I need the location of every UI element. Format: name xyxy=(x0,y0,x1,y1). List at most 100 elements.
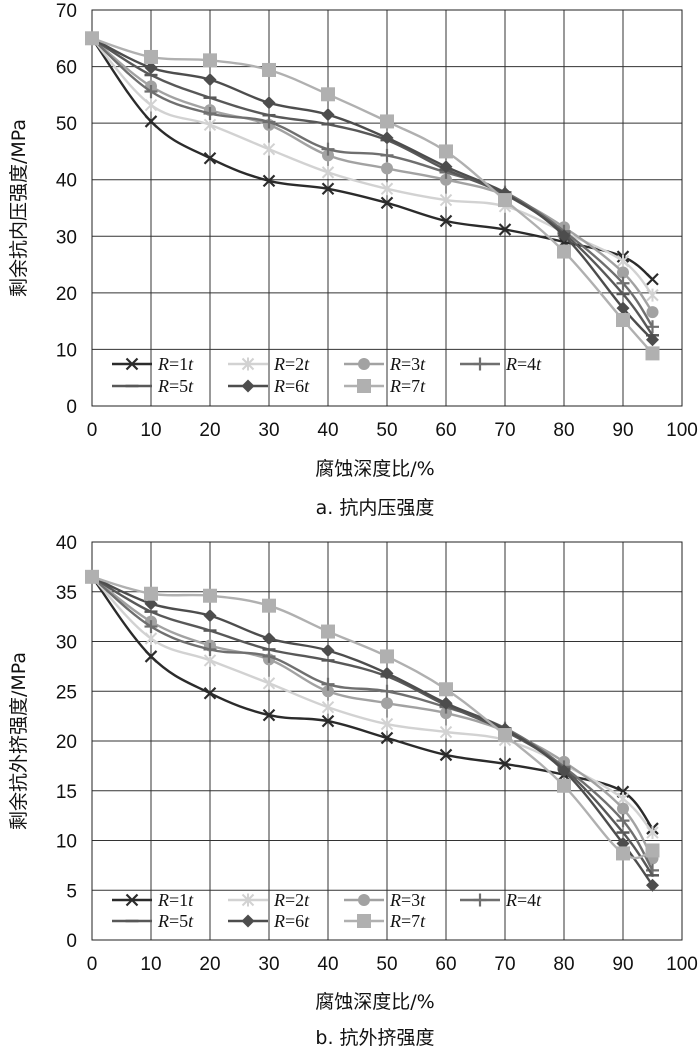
data-point-r1t xyxy=(321,714,335,728)
data-point-r1t xyxy=(321,182,335,196)
data-point-r6t xyxy=(646,333,659,347)
data-point-r1t xyxy=(380,196,394,210)
x-tick-label: 20 xyxy=(199,954,220,975)
series-line-r4t xyxy=(91,37,654,328)
x-tick-label: 10 xyxy=(140,420,161,441)
legend-marker xyxy=(125,357,139,371)
data-point-r2t xyxy=(380,182,394,196)
y-tick-labels-a: 0 10 20 30 40 50 60 70 xyxy=(56,1,77,418)
legend-marker xyxy=(473,893,487,907)
legend-label: R=6t xyxy=(273,911,310,931)
legend-entry-r7t: R=7t xyxy=(344,376,426,396)
legend-a: R=1t R=2t R=3t R=4t R=5t R=6t R=7t xyxy=(112,354,542,396)
data-point-r2t xyxy=(203,653,217,667)
series-group-a xyxy=(85,31,660,361)
series-line-r3t xyxy=(91,575,654,860)
y-axis-title-b: 剩余抗外挤强度/MPa xyxy=(8,652,30,830)
x-tick-label: 0 xyxy=(87,420,98,441)
legend-marker xyxy=(358,894,370,906)
series-line-r5t xyxy=(91,37,654,336)
data-point-r2t xyxy=(646,826,659,840)
legend-entry-r2t: R=2t xyxy=(228,890,310,910)
data-point-r7t xyxy=(498,193,512,208)
legend-label: R=2t xyxy=(273,354,310,374)
legend-entry-r6t: R=6t xyxy=(228,376,310,396)
data-point-r4t xyxy=(380,684,394,698)
x-tick-label: 60 xyxy=(435,420,456,441)
data-point-r1t xyxy=(144,115,158,128)
series-line-r5t xyxy=(91,575,654,876)
legend-b: R=1t R=2t R=3t R=4t R=5t R=6t R=7t xyxy=(112,890,542,931)
caption-a: a. 抗内压强度 xyxy=(316,497,435,519)
legend-marker xyxy=(357,379,371,393)
data-point-r4t xyxy=(144,620,158,634)
series-line-r2t xyxy=(91,575,654,834)
data-point-r2t xyxy=(439,725,453,739)
data-point-r2t xyxy=(203,118,217,132)
legend-entry-r1t: R=1t xyxy=(112,354,194,374)
data-point-r1t xyxy=(144,650,158,663)
x-tick-label: 40 xyxy=(317,420,338,441)
x-tick-label: 70 xyxy=(494,420,515,441)
data-point-r7t xyxy=(380,649,394,664)
data-point-r7t xyxy=(321,624,335,639)
data-point-r7t xyxy=(321,87,335,102)
data-point-r7t xyxy=(262,62,276,77)
legend-label: R=5t xyxy=(157,911,194,931)
data-point-r7t xyxy=(616,846,630,861)
x-tick-label: 70 xyxy=(494,954,515,975)
x-tick-label: 30 xyxy=(258,954,279,975)
x-tick-label: 20 xyxy=(199,420,220,441)
x-tick-label: 0 xyxy=(87,954,98,975)
data-point-r6t xyxy=(380,131,394,145)
legend-entry-r3t: R=3t xyxy=(344,890,426,910)
series-group-b xyxy=(85,569,660,892)
data-point-r1t xyxy=(262,708,276,722)
data-point-r1t xyxy=(439,214,453,228)
gridlines-a xyxy=(91,9,683,407)
data-point-r2t xyxy=(321,700,335,714)
data-point-r4t xyxy=(203,642,217,656)
plot-frame-a xyxy=(91,9,683,407)
data-point-r4t xyxy=(262,115,276,129)
x-axis-title-b: 腐蚀深度比/% xyxy=(315,991,434,1013)
y-tick-label: 60 xyxy=(56,58,77,79)
legend-marker xyxy=(473,357,487,371)
x-tick-label: 40 xyxy=(317,954,338,975)
series-line-r6t xyxy=(91,575,654,886)
data-point-r7t xyxy=(380,114,394,129)
data-point-r6t xyxy=(321,643,335,657)
data-point-r6t xyxy=(144,61,158,75)
data-point-r6t xyxy=(557,229,571,243)
data-point-r7t xyxy=(498,728,512,743)
x-tick-labels-a: 0 10 20 30 40 50 60 70 80 90 100 xyxy=(87,420,698,441)
y-tick-label: 20 xyxy=(56,732,77,753)
data-point-r7t xyxy=(439,144,453,159)
data-point-r1t xyxy=(262,174,276,188)
x-tick-label: 90 xyxy=(612,954,633,975)
data-point-r6t xyxy=(439,696,453,710)
x-tick-label: 10 xyxy=(140,954,161,975)
legend-marker xyxy=(357,914,371,928)
x-tick-label: 50 xyxy=(376,954,397,975)
data-point-r7t xyxy=(144,49,158,64)
data-point-r4t xyxy=(616,814,630,828)
data-point-r1t xyxy=(203,686,217,700)
y-tick-label: 10 xyxy=(56,832,77,853)
legend-label: R=3t xyxy=(389,354,426,374)
legend-label: R=2t xyxy=(273,890,310,910)
y-tick-label: 35 xyxy=(56,583,77,604)
y-tick-label: 5 xyxy=(66,881,77,902)
data-point-r6t xyxy=(262,96,276,110)
caption-b: b. 抗外挤强度 xyxy=(315,1027,434,1049)
x-tick-label: 100 xyxy=(666,954,698,975)
legend-entry-r5t: R=5t xyxy=(112,376,194,396)
data-point-r1t xyxy=(646,273,659,286)
data-point-r7t xyxy=(557,244,571,259)
legend-label: R=1t xyxy=(157,890,194,910)
data-point-r3t xyxy=(440,173,452,186)
data-point-r4t xyxy=(144,84,158,98)
legend-marker xyxy=(241,914,255,928)
